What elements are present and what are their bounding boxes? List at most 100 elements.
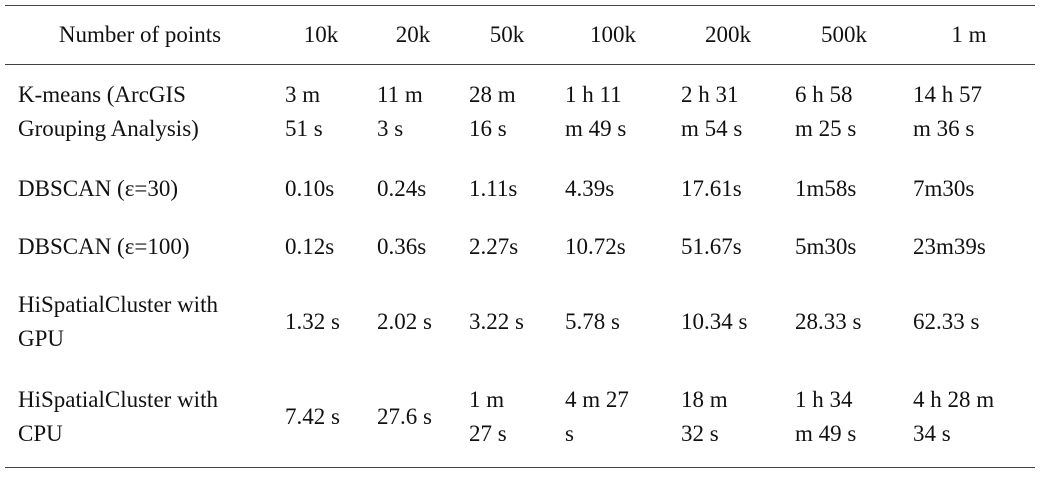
time-cell: 7.42 s	[275, 368, 367, 468]
table-body: K-means (ArcGIS Grouping Analysis) 3 m 51 s…	[5, 65, 1035, 468]
table-header: Number of points 10k 20k 50k 100k 200k 500k 1 m	[5, 5, 1035, 65]
time-cell: 11 m 3 s	[367, 65, 459, 160]
cell-line: 34 s	[913, 421, 951, 447]
header-cell: 200k	[705, 22, 751, 47]
cell-line: 7.42 s	[285, 404, 340, 430]
cell-line: 3 m	[285, 82, 321, 108]
time-cell: 28.33 s	[785, 276, 903, 368]
cell-line: 51.67s	[681, 233, 742, 259]
cell-line: m 25 s	[795, 116, 857, 142]
cell-line: 0.12s	[285, 233, 335, 259]
time-cell: 1.11s	[459, 160, 555, 218]
time-cell: 14 h 57 m 36 s	[903, 65, 1035, 160]
time-cell: 3.22 s	[459, 276, 555, 368]
time-cell: 5.78 s	[555, 276, 671, 368]
cell-line: 1 m	[469, 387, 505, 413]
table-row: K-means (ArcGIS Grouping Analysis) 3 m 51 s…	[5, 65, 1035, 160]
time-cell: 23m39s	[903, 218, 1035, 276]
cell-line: 1m58s	[795, 175, 857, 201]
header-cell: 100k	[590, 22, 636, 47]
time-cell: 27.6 s	[367, 368, 459, 468]
time-cell: 28 m 16 s	[459, 65, 555, 160]
cell-line: 28.33 s	[795, 308, 862, 334]
time-cell: 2.02 s	[367, 276, 459, 368]
cell-line: 1.11s	[469, 175, 518, 201]
cell-line: HiSpatialCluster with	[18, 291, 218, 317]
cell-line: 23m39s	[913, 233, 986, 259]
table-row: HiSpatialCluster with GPU 1.32 s 2.02 s 3.22…	[5, 276, 1035, 368]
cell-line: m 49 s	[795, 421, 857, 447]
header-cell: 20k	[395, 22, 431, 47]
row-label: K-means (ArcGIS Grouping Analysis)	[5, 65, 275, 160]
table-row: DBSCAN (ε=30) 0.10s 0.24s 1.11s 4.39s 17.61s 1…	[5, 160, 1035, 218]
cell-line: DBSCAN (ε=100)	[18, 233, 190, 259]
cell-line: 4 m 27	[565, 387, 629, 413]
time-cell: 0.36s	[367, 218, 459, 276]
cell-line: 10.72s	[565, 233, 626, 259]
time-cell: 10.34 s	[671, 276, 785, 368]
cell-line: 17.61s	[681, 175, 742, 201]
time-cell: 18 m 32 s	[671, 368, 785, 468]
row-label: HiSpatialCluster with GPU	[5, 276, 275, 368]
header-cell: 500k	[821, 22, 867, 47]
cell-line: DBSCAN (ε=30)	[18, 175, 179, 201]
time-cell: 2.27s	[459, 218, 555, 276]
cell-line: 2 h 31	[681, 82, 739, 108]
cell-line: 5.78 s	[565, 308, 620, 334]
header-cell: Number of points	[58, 22, 222, 47]
time-cell: 1 h 34 m 49 s	[785, 368, 903, 468]
time-cell: 1.32 s	[275, 276, 367, 368]
cell-line: m 36 s	[913, 116, 975, 142]
header-cell: 1 m	[951, 22, 987, 47]
cell-line: 51 s	[285, 116, 323, 142]
cell-line: 10.34 s	[681, 308, 748, 334]
cell-line: 18 m	[681, 387, 728, 413]
cell-line: CPU	[18, 421, 63, 447]
cell-line: 32 s	[681, 421, 719, 447]
time-cell: 7m30s	[903, 160, 1035, 218]
cell-line: 0.24s	[377, 175, 427, 201]
cell-line: 62.33 s	[913, 308, 980, 334]
time-cell: 17.61s	[671, 160, 785, 218]
table-row: HiSpatialCluster with CPU 7.42 s 27.6 s 1 m 2…	[5, 368, 1035, 468]
time-cell: 1m58s	[785, 160, 903, 218]
time-cell: 4 m 27 s	[555, 368, 671, 468]
time-cell: 5m30s	[785, 218, 903, 276]
cell-line: 7m30s	[913, 175, 975, 201]
time-cell: 10.72s	[555, 218, 671, 276]
time-cell: 0.12s	[275, 218, 367, 276]
time-cell: 3 m 51 s	[275, 65, 367, 160]
cell-line: m 49 s	[565, 116, 627, 142]
cell-line: 11 m	[377, 82, 423, 108]
cell-line: Grouping Analysis)	[18, 116, 199, 142]
cell-line: 2.02 s	[377, 308, 432, 334]
time-cell: 1 h 11 m 49 s	[555, 65, 671, 160]
cell-line: 14 h 57	[913, 82, 982, 108]
time-cell: 0.10s	[275, 160, 367, 218]
cell-line: 28 m	[469, 82, 516, 108]
time-cell: 62.33 s	[903, 276, 1035, 368]
cell-line: 2.27s	[469, 233, 519, 259]
cell-line: 0.36s	[377, 233, 427, 259]
cell-line: 27 s	[469, 421, 507, 447]
time-cell: 0.24s	[367, 160, 459, 218]
cell-line: m 54 s	[681, 116, 743, 142]
time-cell: 4.39s	[555, 160, 671, 218]
cell-line: s	[565, 421, 574, 447]
time-cell: 4 h 28 m 34 s	[903, 368, 1035, 468]
cell-line: GPU	[18, 325, 65, 351]
row-label: HiSpatialCluster with CPU	[5, 368, 275, 468]
time-cell: 51.67s	[671, 218, 785, 276]
cell-line: 1 h 11	[565, 82, 622, 108]
row-label: DBSCAN (ε=100)	[5, 218, 275, 276]
header-cell: 10k	[303, 22, 339, 47]
cell-line: 0.10s	[285, 175, 335, 201]
cell-line: 3 s	[377, 116, 404, 142]
cell-line: HiSpatialCluster with	[18, 387, 218, 413]
cell-line: K-means (ArcGIS	[18, 82, 186, 108]
cell-line: 16 s	[469, 116, 507, 142]
time-cell: 6 h 58 m 25 s	[785, 65, 903, 160]
cell-line: 1.32 s	[285, 308, 340, 334]
results-table: Number of points 10k 20k 50k 100k 200k 500k 1 m…	[5, 5, 1035, 468]
